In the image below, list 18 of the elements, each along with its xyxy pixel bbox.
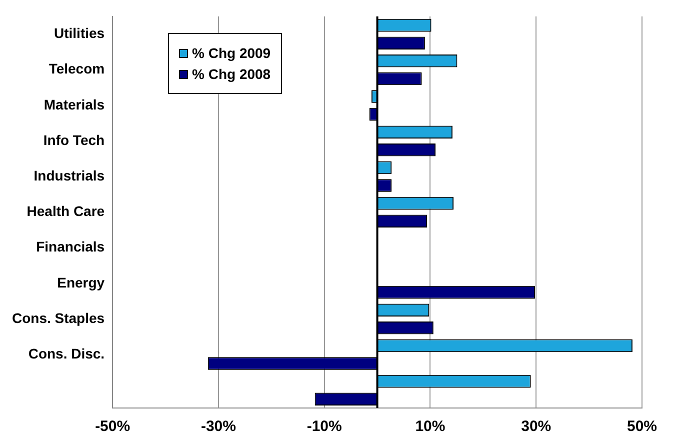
x-tick-label: 30% xyxy=(521,418,552,436)
y-tick-label: Utilities xyxy=(54,25,105,42)
y-tick-label: Info Tech xyxy=(43,132,105,148)
x-tick-label: -30% xyxy=(200,418,236,436)
legend-label: % Chg 2008 xyxy=(192,66,271,82)
y-tick-label: Cons. Disc. xyxy=(28,345,105,362)
x-tick-label: 10% xyxy=(415,418,446,436)
x-tick-label: -10% xyxy=(306,418,342,436)
legend-label: % Chg 2009 xyxy=(192,45,271,61)
x-tick-label: -50% xyxy=(95,418,130,436)
y-tick-label: Materials xyxy=(44,96,105,112)
y-tick-label: Telecom xyxy=(48,60,105,77)
y-tick-label: Industrials xyxy=(34,167,105,184)
y-tick-label: Energy xyxy=(57,274,105,290)
y-tick-label: Financials xyxy=(36,238,105,255)
x-tick-label: 50% xyxy=(626,418,658,436)
y-tick-label: Health Care xyxy=(26,203,105,220)
y-tick-label: Cons. Staples xyxy=(12,310,105,326)
